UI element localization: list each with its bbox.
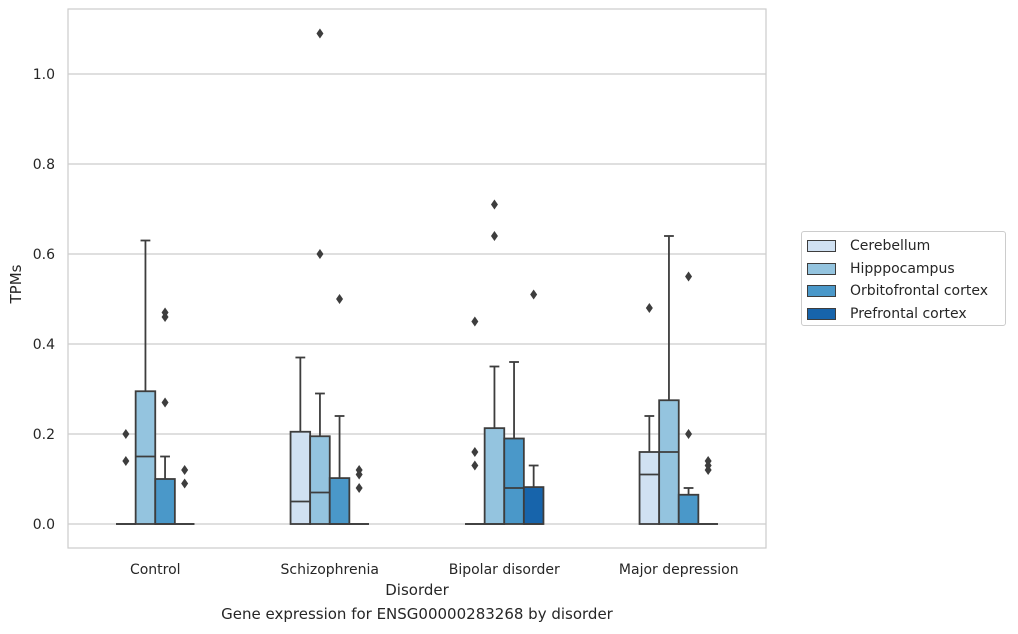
legend-swatch xyxy=(807,308,836,321)
outlier-point xyxy=(490,231,498,241)
outlier-point xyxy=(181,478,189,489)
box-hipppocampus xyxy=(483,199,506,525)
outlier-point xyxy=(181,465,189,475)
legend-item: Hipppocampus xyxy=(807,258,1005,281)
outlier-point xyxy=(471,460,479,471)
legend-label: Prefrontal cortex xyxy=(850,306,967,323)
y-tick-label: 1.0 xyxy=(33,67,55,83)
box-body xyxy=(677,493,700,525)
box-prefrontal-cortex xyxy=(349,465,369,525)
chart-caption: Gene expression for ENSG00000283268 by d… xyxy=(221,605,613,623)
y-axis-ticks: 0.0 0.2 0.4 0.6 0.8 1.0 xyxy=(33,67,55,533)
y-tick-label: 0.0 xyxy=(33,517,55,533)
outlier-point xyxy=(161,307,169,318)
legend-swatch xyxy=(807,262,836,275)
plot-frame xyxy=(67,8,767,549)
x-axis-label: Disorder xyxy=(385,581,449,599)
box-body xyxy=(483,427,506,525)
y-tick-label: 0.8 xyxy=(33,157,55,173)
outlier-point xyxy=(355,465,363,475)
x-tick-label: Control xyxy=(130,562,181,578)
outlier-point xyxy=(685,429,693,439)
outlier-point xyxy=(685,271,693,282)
box-orbitofrontal-cortex xyxy=(154,307,176,525)
outlier-point xyxy=(530,289,538,300)
legend-label: Orbitofrontal cortex xyxy=(850,283,988,300)
box-body xyxy=(289,430,312,525)
box-orbitofrontal-cortex xyxy=(503,361,525,525)
outlier-point xyxy=(316,28,324,39)
outlier-point xyxy=(490,199,498,210)
legend-label: Hipppocampus xyxy=(850,260,955,277)
box-cerebellum xyxy=(289,356,312,525)
x-axis-ticks: Control Schizophrenia Bipolar disorder Majo… xyxy=(130,562,739,578)
box-body xyxy=(328,477,351,525)
y-tick-label: 0.4 xyxy=(33,337,55,353)
outlier-point xyxy=(471,316,479,327)
outlier-point xyxy=(704,456,712,466)
box-body xyxy=(134,390,157,525)
box-body xyxy=(154,478,176,525)
box-hipppocampus xyxy=(309,28,331,525)
box-prefrontal-cortex xyxy=(698,456,718,525)
legend-item: Prefrontal cortex xyxy=(807,303,1005,326)
legend-item: Orbitofrontal cortex xyxy=(807,280,1005,303)
outlier-point xyxy=(471,447,479,457)
box-body xyxy=(309,435,331,525)
legend-label: Cerebellum xyxy=(850,238,931,255)
box-body xyxy=(658,399,680,525)
outlier-point xyxy=(316,249,324,259)
y-axis-label: TPMs xyxy=(7,264,25,304)
box-body xyxy=(503,437,525,525)
box-cerebellum xyxy=(465,316,485,525)
box-orbitofrontal-cortex xyxy=(677,271,700,525)
box-prefrontal-cortex xyxy=(174,465,195,525)
legend-swatch xyxy=(807,240,836,253)
box-hipppocampus xyxy=(658,235,680,525)
x-tick-label: Bipolar disorder xyxy=(449,562,560,578)
box-body xyxy=(638,451,661,525)
legend-item: Cerebellum xyxy=(807,235,1005,258)
x-tick-label: Major depression xyxy=(619,562,739,578)
box-cerebellum xyxy=(638,303,661,525)
y-tick-label: 0.2 xyxy=(33,427,55,443)
box-cerebellum xyxy=(116,429,136,525)
x-tick-label: Schizophrenia xyxy=(281,562,379,578)
outlier-point xyxy=(645,303,653,313)
box-prefrontal-cortex xyxy=(522,289,545,525)
outlier-point xyxy=(161,397,169,408)
box-layer xyxy=(116,28,718,525)
outlier-point xyxy=(355,483,363,493)
outlier-point xyxy=(122,456,130,466)
box-orbitofrontal-cortex xyxy=(328,294,351,525)
box-body xyxy=(522,486,545,525)
y-tick-label: 0.6 xyxy=(33,247,55,263)
legend: Cerebellum Hipppocampus Orbitofrontal cort… xyxy=(801,231,1006,326)
outlier-point xyxy=(122,429,130,439)
legend-swatch xyxy=(807,285,836,298)
box-hipppocampus xyxy=(134,239,157,525)
outlier-point xyxy=(336,294,344,304)
